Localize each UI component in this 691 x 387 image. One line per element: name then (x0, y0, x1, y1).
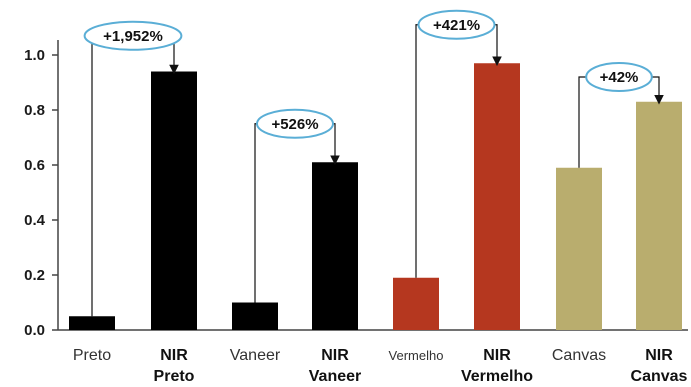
x-axis-labels: Preto NIR Preto Vaneer NIR Vaneer Vermelho NIR V… (73, 347, 688, 385)
bar (69, 316, 115, 330)
bar (232, 302, 278, 330)
x-tick-label: NIR Vaneer (309, 347, 361, 385)
y-tick-label: 0.4 (24, 212, 46, 229)
bar (556, 167, 602, 330)
annotation-oval (585, 62, 653, 92)
bar (312, 162, 358, 330)
annotation-label: +421% (433, 17, 480, 34)
annotation-oval (417, 9, 496, 40)
x-tick-label: Vaneer (230, 347, 281, 364)
y-tick-label: 0.0 (24, 322, 45, 339)
x-tick-label: Canvas (552, 347, 606, 364)
bar (474, 63, 520, 330)
bar (393, 277, 439, 330)
chart-annotations: +1,952% +526% +421% +42% (83, 9, 664, 317)
x-tick-label: Vermelho (389, 348, 444, 363)
x-tick-label: Preto (73, 347, 111, 364)
annotation-label: +526% (271, 116, 318, 133)
chart-bars (69, 63, 682, 330)
x-tick-label: NIR Preto (154, 347, 195, 385)
y-tick-label: 1.0 (24, 47, 45, 64)
bar (151, 71, 197, 330)
y-tick-label: 0.6 (24, 157, 45, 174)
annotation-oval (83, 20, 183, 51)
annotation-label: +1,952% (103, 28, 163, 45)
x-tick-label: NIR Canvas (631, 347, 688, 385)
y-tick-label: 0.8 (24, 102, 45, 119)
x-tick-label: NIR Vermelho (461, 347, 533, 385)
bar (636, 101, 682, 330)
annotation-label: +42% (600, 69, 639, 86)
annotation-oval (256, 108, 334, 139)
y-tick-label: 0.2 (24, 267, 45, 284)
